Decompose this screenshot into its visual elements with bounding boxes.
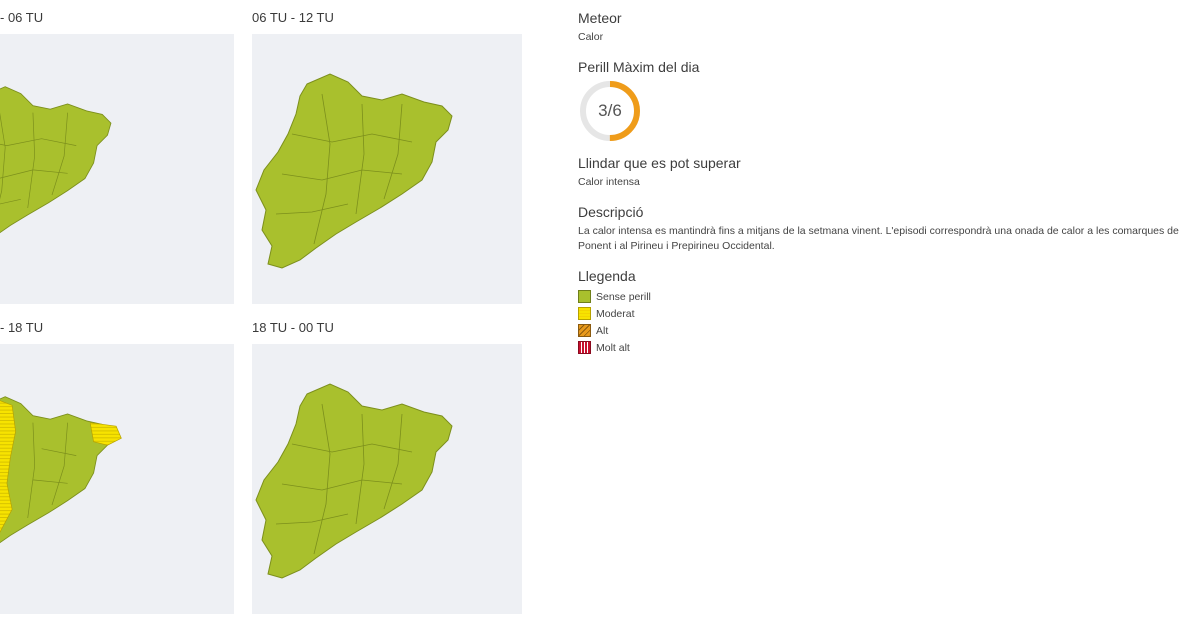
region-catalonia xyxy=(0,86,112,234)
max-danger-title: Perill Màxim del dia xyxy=(578,59,700,75)
region-catalonia xyxy=(255,383,453,579)
legend-item-alt: Alt xyxy=(578,322,1198,339)
region-empordà-moderat xyxy=(89,422,122,446)
legend-item-moderat: Moderat xyxy=(578,305,1198,322)
panel-title-4: 18 TU - 00 TU xyxy=(252,320,334,335)
legend-item-molt-alt: Molt alt xyxy=(578,339,1198,356)
panel-title-2: 06 TU - 12 TU xyxy=(252,10,334,25)
map-panel-3[interactable] xyxy=(0,344,234,614)
description-title: Descripció xyxy=(578,204,644,220)
catalonia-map-4 xyxy=(255,383,453,579)
region-catalonia xyxy=(0,396,112,544)
legend-swatch-red xyxy=(578,341,591,354)
max-danger-value: 3/6 xyxy=(598,101,622,120)
map-panel-1[interactable] xyxy=(0,34,234,304)
catalonia-map-2 xyxy=(255,73,453,269)
gauge-fill xyxy=(580,81,640,141)
legend-swatch-green xyxy=(578,290,591,303)
legend-item-sense-perill: Sense perill xyxy=(578,288,1198,305)
catalonia-map-1 xyxy=(0,86,112,234)
catalonia-map-3 xyxy=(0,396,122,544)
legend-title: Llegenda xyxy=(578,268,636,284)
legend-swatch-orange xyxy=(578,324,591,337)
map-regions xyxy=(0,86,112,234)
legend-list: Sense perill Moderat Alt Molt alt xyxy=(578,288,1198,356)
legend-label: Moderat xyxy=(596,307,635,320)
gauge-ring xyxy=(580,81,640,141)
info-panel: Meteor Calor Perill Màxim del dia 3/6 Ll… xyxy=(578,10,1198,356)
region-ponent-moderat xyxy=(0,400,16,533)
legend-swatch-yellow xyxy=(578,307,591,320)
legend-label: Alt xyxy=(596,324,609,337)
legend-label: Sense perill xyxy=(596,290,651,303)
threshold-value: Calor intensa xyxy=(578,176,640,188)
description-text: La calor intensa es mantindrà fins a mit… xyxy=(578,225,1179,252)
panel-title-1: - 06 TU xyxy=(0,10,44,25)
threshold-title: Llindar que es pot superar xyxy=(578,155,741,171)
region-catalonia xyxy=(255,73,453,269)
meteor-value: Calor xyxy=(578,31,604,43)
legend-label: Molt alt xyxy=(596,341,630,354)
map-panel-4[interactable] xyxy=(252,344,522,614)
panel-title-3: - 18 TU xyxy=(0,320,44,335)
meteor-title: Meteor xyxy=(578,10,622,26)
map-panel-2[interactable] xyxy=(252,34,522,304)
max-danger-gauge: 3/6 xyxy=(578,79,642,143)
